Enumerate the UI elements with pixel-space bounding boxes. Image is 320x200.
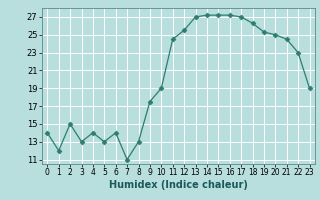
- X-axis label: Humidex (Indice chaleur): Humidex (Indice chaleur): [109, 180, 248, 190]
